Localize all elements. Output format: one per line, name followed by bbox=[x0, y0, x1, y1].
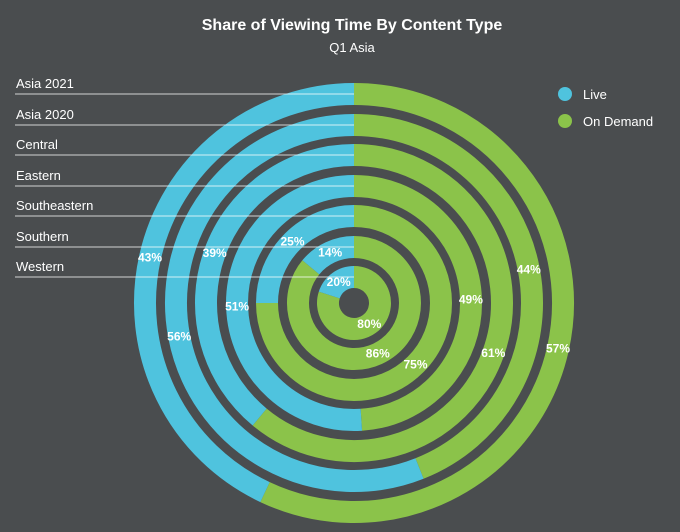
value-label-live-central: 39% bbox=[203, 246, 227, 260]
value-label-live-eastern: 51% bbox=[225, 300, 249, 314]
chart-subtitle: Q1 Asia bbox=[329, 40, 375, 55]
rings bbox=[134, 83, 574, 523]
arc-on-demand-asia-2020 bbox=[353, 114, 543, 479]
arc-live-asia-2020 bbox=[165, 114, 424, 492]
value-label-on-demand-southern: 86% bbox=[366, 347, 390, 361]
value-labels: 57% 43% 44% 56% 61% 39% 49% 51% 75% 25% 86% 14% 80% 2… bbox=[138, 235, 570, 372]
legend-swatch-live bbox=[558, 87, 572, 101]
category-label-southeastern: Southeastern bbox=[16, 198, 93, 213]
value-label-live-western: 20% bbox=[327, 275, 351, 289]
legend: Live On Demand bbox=[558, 87, 653, 129]
category-label-asia-2020: Asia 2020 bbox=[16, 107, 74, 122]
label-leaders bbox=[15, 93, 354, 278]
arc-on-demand-central bbox=[252, 144, 513, 462]
value-label-on-demand-central: 61% bbox=[481, 346, 505, 360]
arc-on-demand-asia-2021 bbox=[260, 83, 574, 523]
arc-on-demand-eastern bbox=[353, 175, 482, 431]
value-label-live-southern: 14% bbox=[318, 245, 342, 259]
legend-label-live: Live bbox=[583, 87, 607, 102]
value-label-on-demand-western: 80% bbox=[357, 317, 381, 331]
category-label-asia-2021: Asia 2021 bbox=[16, 76, 74, 91]
value-label-live-asia-2020: 56% bbox=[167, 329, 191, 343]
arc-live-central bbox=[195, 144, 355, 426]
category-label-western: Western bbox=[16, 259, 64, 274]
arc-live-southeastern bbox=[256, 205, 355, 304]
value-label-on-demand-asia-2020: 44% bbox=[517, 263, 541, 277]
arc-on-demand-southeastern bbox=[256, 205, 452, 401]
value-label-on-demand-eastern: 49% bbox=[459, 292, 483, 306]
arc-live-eastern bbox=[226, 175, 363, 431]
category-label-eastern: Eastern bbox=[16, 168, 61, 183]
chart-title: Share of Viewing Time By Content Type bbox=[202, 17, 503, 34]
category-labels: Asia 2021 Asia 2020 Central Eastern Southeas… bbox=[16, 76, 93, 274]
value-label-live-asia-2021: 43% bbox=[138, 250, 162, 264]
legend-swatch-on-demand bbox=[558, 114, 572, 128]
category-label-central: Central bbox=[16, 137, 58, 152]
legend-label-on-demand: On Demand bbox=[583, 114, 653, 129]
category-label-southern: Southern bbox=[16, 229, 69, 244]
value-label-live-southeastern: 25% bbox=[280, 235, 304, 249]
value-label-on-demand-southeastern: 75% bbox=[403, 358, 427, 372]
arc-live-asia-2021 bbox=[134, 83, 355, 503]
arc-on-demand-western bbox=[317, 266, 391, 340]
value-label-on-demand-asia-2021: 57% bbox=[546, 342, 570, 356]
arc-on-demand-southern bbox=[287, 236, 421, 370]
